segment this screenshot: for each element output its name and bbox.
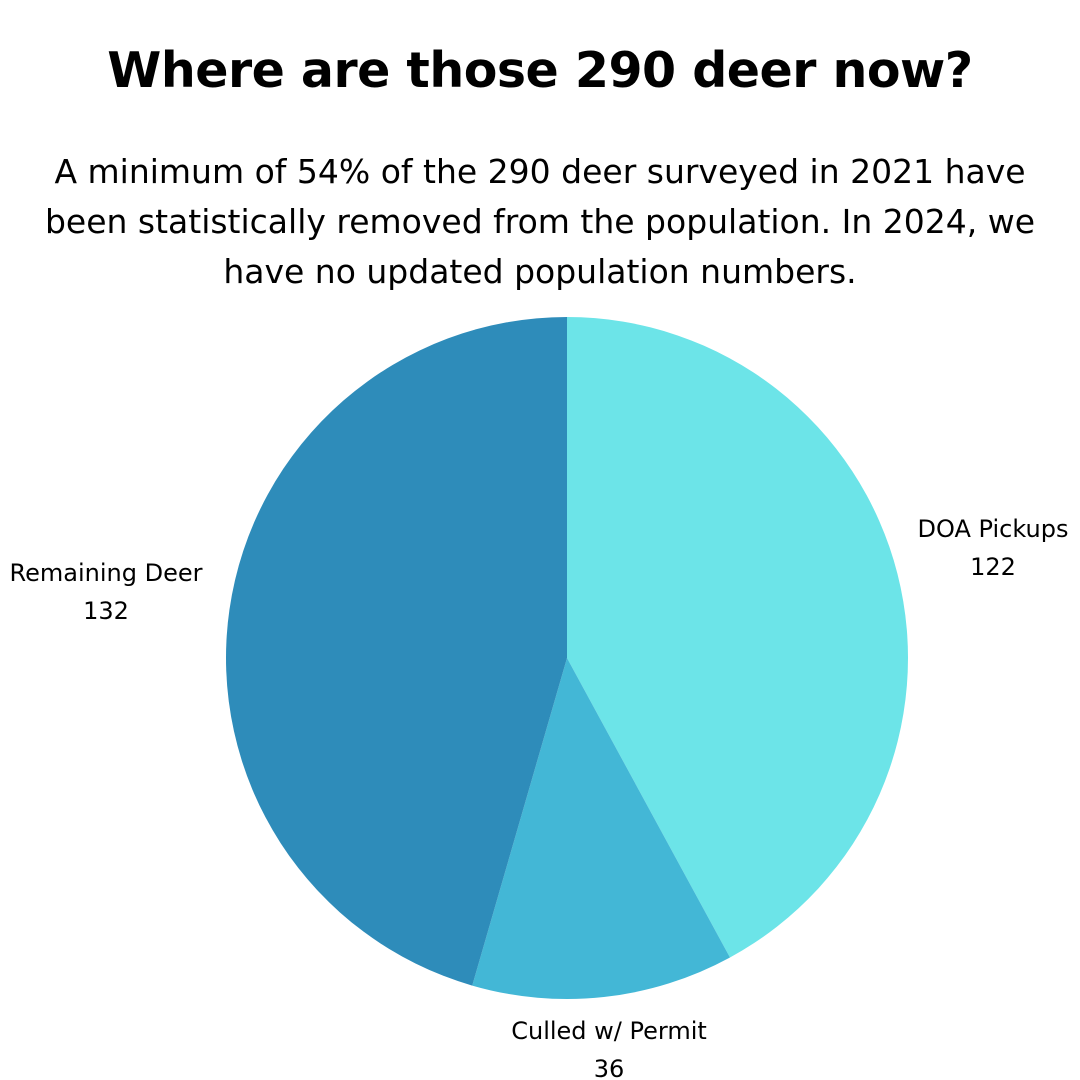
slice-value-culled-w-permit: 36 [594,1055,625,1080]
slice-label-doa-pickups: DOA Pickups [918,515,1069,543]
slice-value-doa-pickups: 122 [970,553,1016,581]
chart-subtitle: A minimum of 54% of the 290 deer surveye… [44,152,1036,291]
chart-title: Where are those 290 deer now? [107,42,973,99]
pie-slice-culled-w-permit [472,658,730,999]
pie-slice-remaining-deer [226,317,568,986]
slice-label-remaining-deer: Remaining Deer [10,559,203,587]
pie-slice-doa-pickups [567,317,908,958]
slice-label-culled-w-permit: Culled w/ Permit [511,1017,707,1045]
slice-value-remaining-deer: 132 [83,597,129,625]
